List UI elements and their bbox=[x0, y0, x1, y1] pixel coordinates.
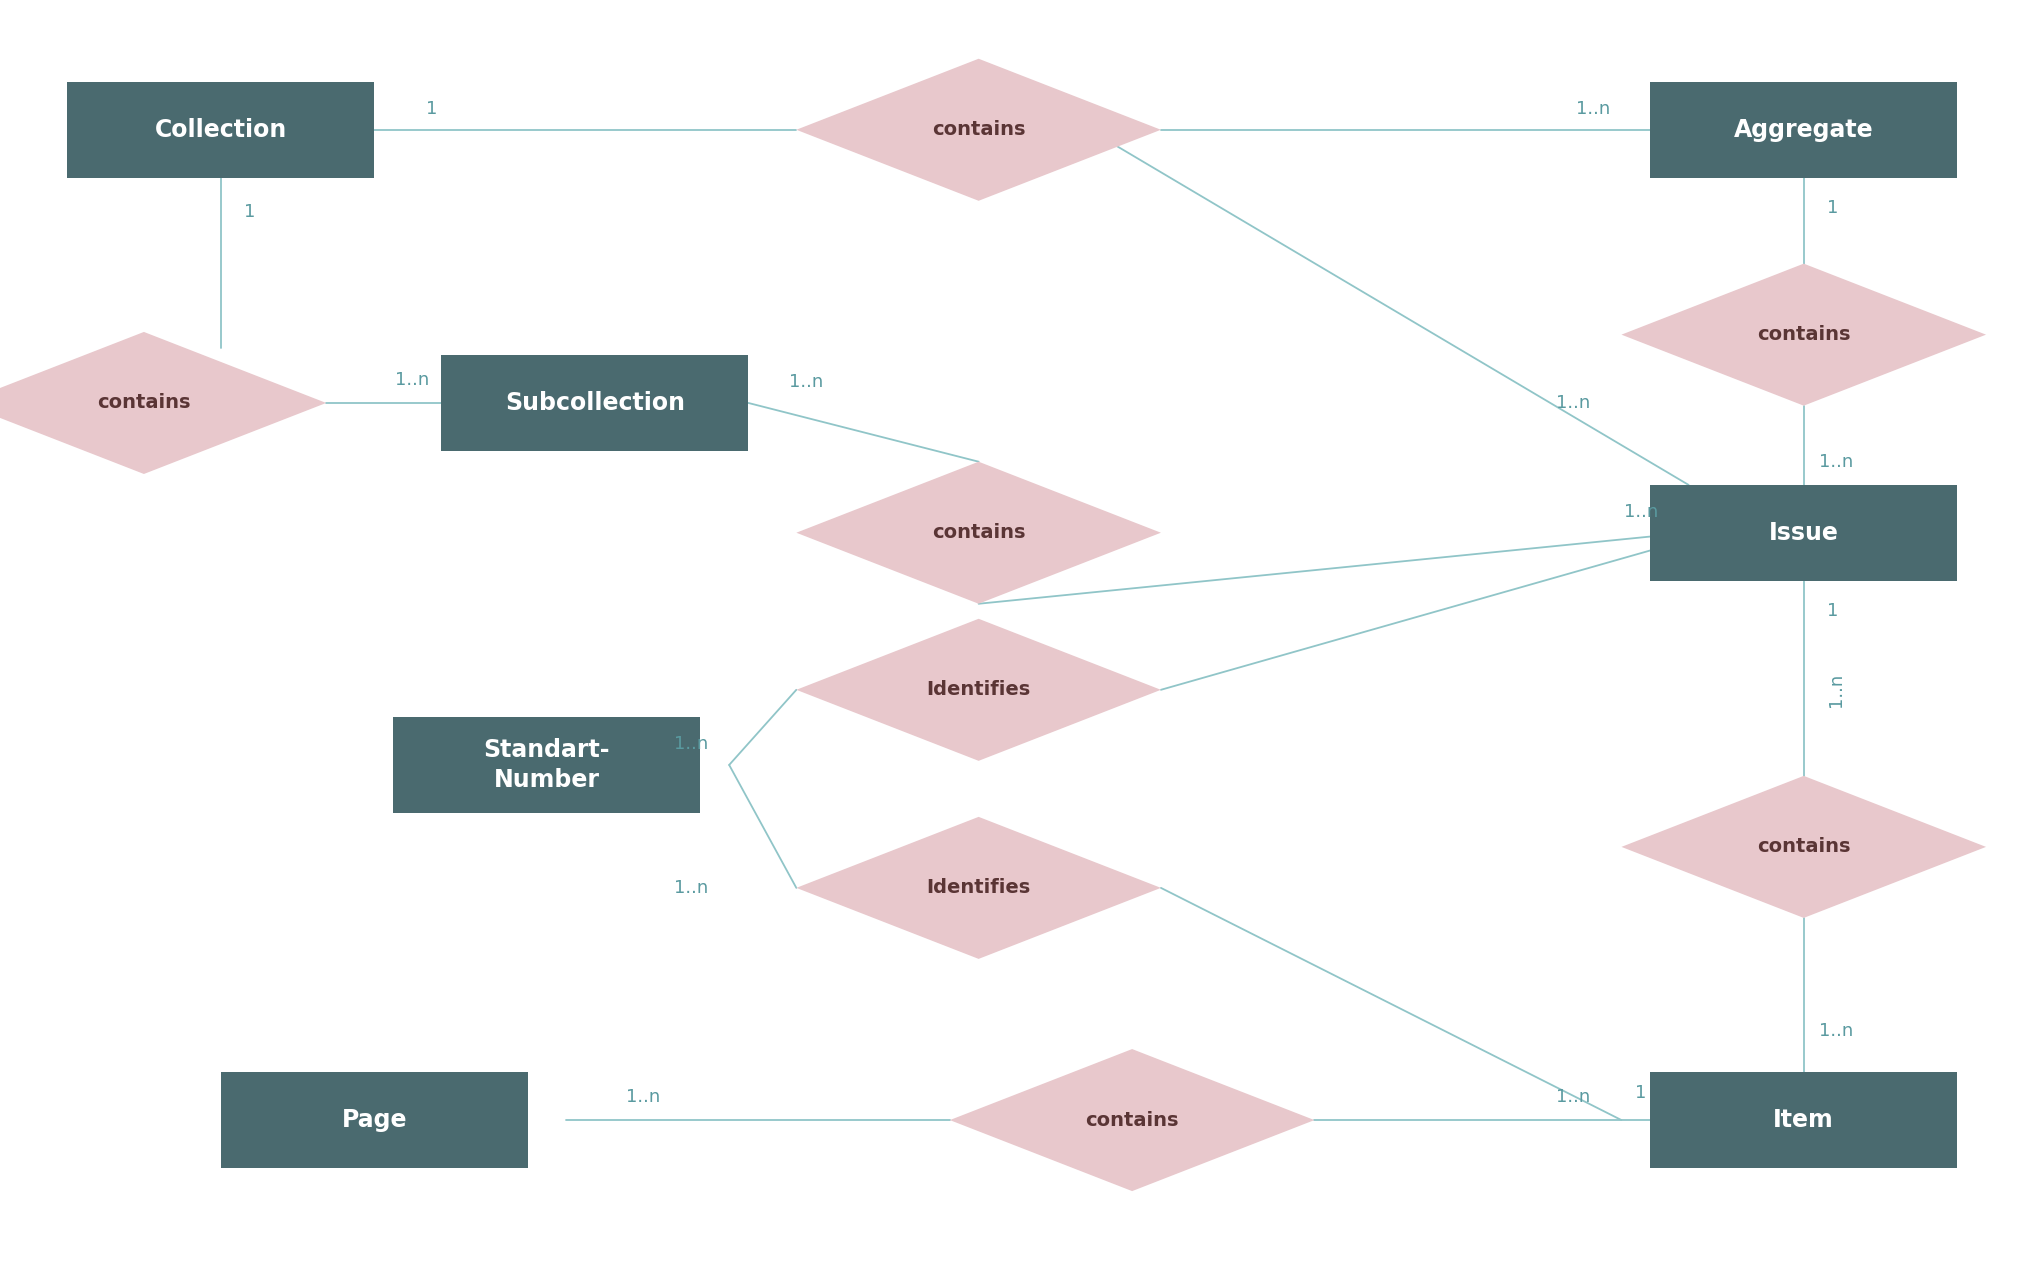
Text: Identifies: Identifies bbox=[928, 681, 1031, 700]
Polygon shape bbox=[797, 462, 1161, 603]
FancyBboxPatch shape bbox=[220, 1072, 527, 1168]
Text: 1: 1 bbox=[244, 203, 254, 221]
Text: Subcollection: Subcollection bbox=[504, 390, 685, 415]
Text: 1: 1 bbox=[1827, 199, 1839, 217]
Text: 1: 1 bbox=[1635, 1084, 1646, 1102]
Text: 1..n: 1..n bbox=[1827, 673, 1845, 707]
Polygon shape bbox=[797, 59, 1161, 200]
Text: Page: Page bbox=[342, 1108, 407, 1132]
Text: 1..n: 1..n bbox=[1556, 394, 1591, 412]
Text: contains: contains bbox=[98, 393, 191, 412]
Text: Item: Item bbox=[1774, 1108, 1835, 1132]
FancyBboxPatch shape bbox=[1650, 1072, 1957, 1168]
Text: Collection: Collection bbox=[155, 118, 287, 141]
FancyBboxPatch shape bbox=[1650, 485, 1957, 580]
Text: contains: contains bbox=[932, 121, 1025, 139]
FancyBboxPatch shape bbox=[67, 82, 374, 177]
Text: 1: 1 bbox=[1827, 602, 1839, 620]
Text: 1..n: 1..n bbox=[1556, 1088, 1591, 1106]
Text: 1..n: 1..n bbox=[1818, 1022, 1853, 1040]
Text: contains: contains bbox=[1757, 325, 1851, 344]
Text: 1..n: 1..n bbox=[673, 736, 708, 754]
Text: contains: contains bbox=[932, 523, 1025, 542]
Polygon shape bbox=[1621, 776, 1985, 918]
Text: 1..n: 1..n bbox=[1818, 453, 1853, 471]
Polygon shape bbox=[950, 1049, 1314, 1192]
Polygon shape bbox=[797, 817, 1161, 959]
Text: 1: 1 bbox=[425, 100, 437, 118]
Text: contains: contains bbox=[1757, 837, 1851, 856]
Text: Identifies: Identifies bbox=[928, 878, 1031, 898]
Polygon shape bbox=[1621, 263, 1985, 406]
Text: 1..n: 1..n bbox=[1623, 503, 1658, 521]
Text: Standart-
Number: Standart- Number bbox=[484, 738, 610, 792]
Text: contains: contains bbox=[1086, 1111, 1180, 1130]
FancyBboxPatch shape bbox=[1650, 82, 1957, 177]
Text: 1..n: 1..n bbox=[789, 374, 824, 392]
Polygon shape bbox=[0, 333, 325, 474]
FancyBboxPatch shape bbox=[393, 718, 700, 813]
Text: Issue: Issue bbox=[1770, 521, 1839, 544]
Text: 1..n: 1..n bbox=[1576, 100, 1609, 118]
FancyBboxPatch shape bbox=[441, 356, 749, 451]
Text: 1..n: 1..n bbox=[673, 878, 708, 896]
Polygon shape bbox=[797, 619, 1161, 761]
Text: 1..n: 1..n bbox=[626, 1088, 659, 1106]
Text: 1..n: 1..n bbox=[395, 371, 429, 389]
Text: Aggregate: Aggregate bbox=[1733, 118, 1873, 141]
